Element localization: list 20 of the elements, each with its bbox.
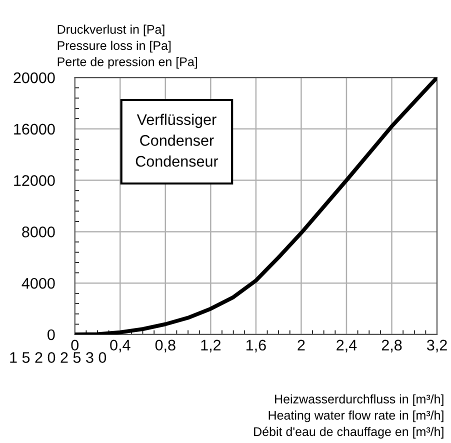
y-tick-label: 8000 bbox=[22, 226, 55, 238]
x-tick-label: 2 bbox=[298, 340, 305, 350]
y-tick-label: 12000 bbox=[14, 175, 55, 186]
y-tick-label: 4000 bbox=[22, 278, 55, 289]
y-tick-label: 16000 bbox=[14, 124, 55, 135]
x-axis-title: Heizwasserdurchfluss in [m³/h] Heating water flow rate in [m³/h] Débit d'eau de chauffage en [m³/h] bbox=[254, 394, 444, 439]
x-tick-label: 2,4 bbox=[336, 340, 357, 352]
x-tick-label: 3,2 bbox=[426, 340, 447, 352]
y-axis-title: Druckverlust in [Pa] Pressure loss in [Pa] Perte de pression en [Pa] bbox=[58, 24, 197, 69]
y-tick-label: 20000 bbox=[14, 72, 55, 84]
x-tick-label: 0,4 bbox=[110, 340, 130, 352]
annotation: Verflüssiger Condenser Condenseur bbox=[136, 114, 218, 167]
text: 1 5 2 0 2 5 3 0 bbox=[10, 352, 106, 363]
y-tick-label: 0 bbox=[48, 329, 55, 340]
x-tick-label: 1,2 bbox=[201, 340, 221, 352]
x-tick-label: 2,8 bbox=[382, 340, 402, 352]
x-tick-label: 0,8 bbox=[155, 340, 176, 352]
x-tick-label: 1,6 bbox=[246, 340, 266, 352]
x-tick-label: 0 bbox=[71, 340, 79, 351]
line-series bbox=[74, 78, 438, 334]
